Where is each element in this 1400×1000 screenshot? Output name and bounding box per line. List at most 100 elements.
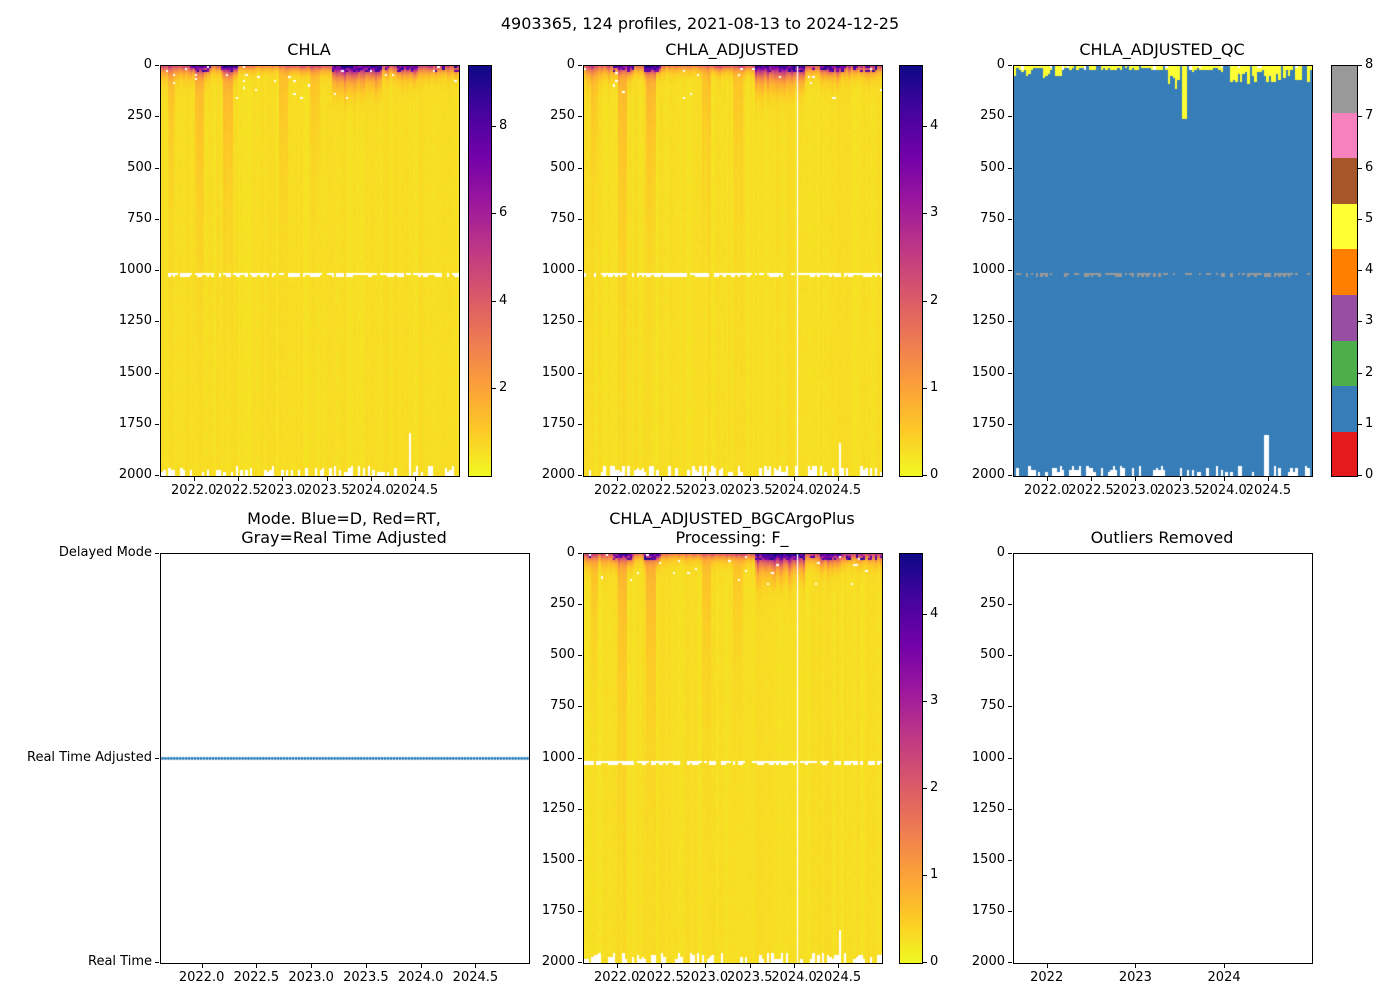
y-tick-mark: [578, 116, 582, 118]
x-tick-label: 2022.5: [1068, 483, 1114, 498]
y-tick-mark: [578, 655, 582, 657]
subplot-title-line: CHLA: [287, 40, 331, 59]
figure-title: 4903365, 124 profiles, 2021-08-13 to 202…: [500, 14, 900, 33]
x-tick-label: 2023.5: [303, 483, 350, 498]
y-tick-label: 250: [980, 596, 1005, 612]
colorbar-segment-7: [1332, 111, 1357, 159]
x-tick-label: 2024.0: [771, 483, 817, 498]
y-tick-label: 2000: [971, 954, 1005, 969]
x-tick-label: 2022.5: [233, 970, 280, 985]
colorbar-tick-mark: [1358, 372, 1362, 374]
x-tick-label: 2024.5: [815, 483, 862, 498]
y-tick-label: 250: [550, 108, 575, 124]
colorbar-tick-label: 0: [930, 954, 939, 969]
x-tick-label: 2023.0: [259, 483, 306, 498]
colorbar-segment-5: [1332, 202, 1357, 250]
y-tick-label: 0: [143, 57, 152, 72]
y-tick-label: 500: [980, 647, 1005, 663]
colorbar-tick-mark: [923, 475, 927, 476]
y-tick-label: 1250: [541, 800, 575, 816]
y-tick-label: 1500: [541, 851, 575, 867]
x-tick-mark: [1091, 477, 1093, 481]
y-tick-mark: [578, 218, 582, 220]
y-tick-label: 500: [127, 159, 152, 175]
colorbar-segment-4: [1332, 248, 1357, 295]
mode-category-label: Real Time Adjusted: [27, 749, 152, 765]
plot-canvas-chla_adjusted: [584, 66, 882, 476]
y-tick-mark: [578, 65, 582, 66]
subplot-title-line: Gray=Real Time Adjusted: [241, 528, 447, 547]
y-tick-mark: [578, 321, 582, 323]
y-tick-mark: [578, 757, 582, 759]
x-tick-mark: [794, 477, 796, 481]
x-tick-label: 2022.0: [1023, 483, 1070, 498]
y-tick-label: 1250: [118, 313, 152, 329]
y-tick-mark: [578, 372, 582, 374]
y-tick-label: 1500: [971, 851, 1005, 867]
y-tick-label: 1250: [971, 800, 1005, 816]
colorbar-tick-label: 7: [1365, 108, 1374, 124]
colorbar-tick-label: 4: [930, 118, 939, 134]
subplot-title-line: Processing: F_: [675, 528, 789, 547]
y-tick-mark: [1008, 553, 1012, 554]
colorbar-tick-label: 5: [1365, 210, 1374, 226]
y-tick-label: 1250: [541, 313, 575, 329]
colorbar-tick-mark: [923, 874, 927, 876]
y-tick-label: 750: [980, 210, 1005, 226]
y-tick-mark: [1008, 65, 1012, 66]
x-tick-mark: [1179, 477, 1181, 481]
x-tick-label: 2024.0: [348, 483, 394, 498]
colorbar-segment-8: [1332, 66, 1357, 113]
y-tick-mark: [155, 757, 159, 759]
plot-canvas-mode: [161, 554, 529, 963]
colorbar-tick-label: 8: [499, 118, 508, 134]
colorbar-tick-mark: [923, 787, 927, 789]
y-tick-mark: [1008, 910, 1012, 912]
y-tick-label: 0: [996, 57, 1005, 72]
y-tick-mark: [1008, 475, 1012, 476]
y-tick-label: 1000: [971, 262, 1005, 277]
y-tick-mark: [155, 962, 159, 963]
y-tick-label: 250: [980, 108, 1005, 124]
y-tick-mark: [578, 706, 582, 708]
x-tick-mark: [1224, 964, 1226, 968]
y-tick-mark: [578, 808, 582, 810]
colorbar-segment-0: [1332, 430, 1357, 476]
y-tick-mark: [155, 270, 159, 271]
y-tick-mark: [578, 423, 582, 425]
colorbar-tick-label: 6: [1365, 159, 1374, 175]
colorbar-tick-mark: [1358, 423, 1362, 425]
x-tick-mark: [282, 477, 284, 481]
y-tick-mark: [155, 423, 159, 425]
x-tick-label: 2024.0: [397, 970, 444, 985]
y-tick-label: 1500: [971, 364, 1005, 380]
subplot-title-line: Outliers Removed: [1090, 528, 1234, 547]
y-tick-mark: [155, 475, 159, 476]
x-tick-label: 2022.0: [593, 483, 640, 498]
colorbar-chla: [468, 65, 492, 477]
subplot-title-chla_adjusted: CHLA_ADJUSTED: [533, 40, 931, 59]
x-tick-mark: [661, 477, 663, 481]
x-tick-label: 2024.0: [1201, 483, 1247, 498]
y-tick-label: 500: [550, 647, 575, 663]
subplot-title-line: CHLA_ADJUSTED_BGCArgoPlus: [609, 509, 855, 528]
y-tick-mark: [1008, 757, 1012, 759]
x-tick-mark: [616, 964, 618, 968]
y-tick-label: 0: [566, 57, 575, 72]
colorbar-tick-label: 1: [930, 866, 939, 882]
y-tick-label: 750: [550, 698, 575, 714]
y-tick-label: 1500: [118, 364, 152, 380]
y-tick-label: 1750: [971, 902, 1005, 918]
y-tick-mark: [1008, 706, 1012, 708]
x-tick-label: 2022.0: [170, 483, 217, 498]
y-tick-mark: [1008, 321, 1012, 323]
x-tick-label: 2022.5: [215, 483, 261, 498]
x-tick-mark: [256, 964, 258, 968]
colorbar-tick-mark: [1358, 270, 1362, 271]
colorbar-tick-mark: [1358, 65, 1362, 66]
colorbar-tick-mark: [1358, 116, 1362, 118]
colorbar-tick-mark: [923, 126, 927, 128]
colorbar-tick-mark: [1358, 321, 1362, 323]
subplot-title-bgcargoplus: CHLA_ADJUSTED_BGCArgoPlus Processing: F_: [533, 509, 931, 547]
x-tick-label: 2024.0: [771, 970, 817, 985]
